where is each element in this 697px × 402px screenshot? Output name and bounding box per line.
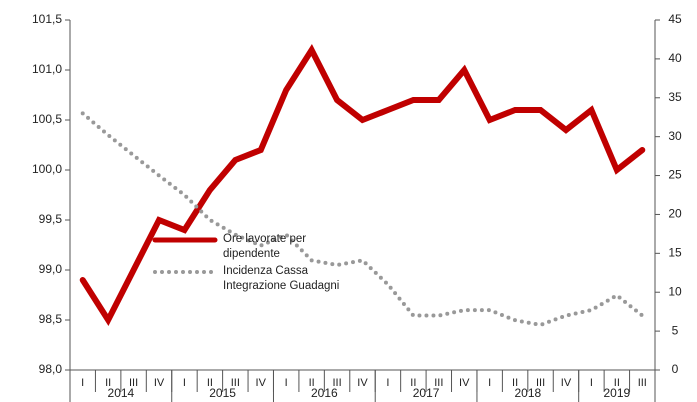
x-tick-label: II [410, 377, 416, 389]
x-tick-label: II [207, 377, 213, 389]
group-label: 2014 [108, 386, 135, 400]
y-tick-label: 100,5 [32, 112, 62, 126]
x-tick-label: II [512, 377, 518, 389]
x-tick-label: I [386, 377, 389, 389]
x-tick-label: IV [459, 377, 470, 389]
x-tick-label: I [285, 377, 288, 389]
x-tick-label: III [332, 377, 341, 389]
y2-tick-label: 45 [668, 12, 682, 26]
x-tick-label: IV [154, 377, 165, 389]
x-tick-label: IV [256, 377, 267, 389]
legend-item: Ore lavorate per dipendente [223, 233, 307, 260]
series-line [80, 111, 645, 327]
x-tick-label: IV [357, 377, 368, 389]
y2-tick-label: 10 [668, 284, 682, 298]
group-label: 2018 [514, 386, 541, 400]
y2-tick-label: 30 [668, 129, 682, 143]
y-tick-label: 99,5 [39, 212, 63, 226]
y2-tick-label: 40 [668, 51, 682, 65]
y2-tick-label: 5 [672, 323, 679, 337]
y-tick-label: 98,0 [39, 362, 63, 376]
x-tick-label: II [614, 377, 620, 389]
group-label: 2019 [603, 386, 630, 400]
x-tick-label: III [434, 377, 443, 389]
y-tick-label: 99,0 [39, 262, 63, 276]
x-tick-label: III [231, 377, 240, 389]
y2-tick-label: 15 [668, 246, 682, 260]
y2-tick-label: 0 [672, 362, 679, 376]
y2-tick-label: 35 [668, 90, 682, 104]
x-tick-label: IV [561, 377, 572, 389]
x-tick-label: I [81, 377, 84, 389]
x-tick-label: I [488, 377, 491, 389]
y-tick-label: 101,0 [32, 62, 62, 76]
x-tick-label: II [105, 377, 111, 389]
x-tick-label: II [309, 377, 315, 389]
legend-label: Incidenza Cassa Integrazione Guadagni [223, 265, 340, 292]
x-tick-label: III [536, 377, 545, 389]
series-line [79, 43, 646, 327]
y-tick-label: 101,5 [32, 12, 62, 26]
x-tick-label: III [638, 377, 647, 389]
y2-tick-label: 25 [668, 168, 682, 182]
x-tick-label: I [590, 377, 593, 389]
x-tick-label: III [129, 377, 138, 389]
x-tick-label: I [183, 377, 186, 389]
group-label: 2017 [413, 386, 440, 400]
y2-tick-label: 20 [668, 207, 682, 221]
legend-item: Incidenza Cassa Integrazione Guadagni [223, 265, 340, 292]
y-tick-label: 100,0 [32, 162, 62, 176]
y-tick-label: 98,5 [39, 312, 63, 326]
group-label: 2015 [209, 386, 236, 400]
legend-label: Ore lavorate per dipendente [223, 233, 307, 260]
group-label: 2016 [311, 386, 338, 400]
